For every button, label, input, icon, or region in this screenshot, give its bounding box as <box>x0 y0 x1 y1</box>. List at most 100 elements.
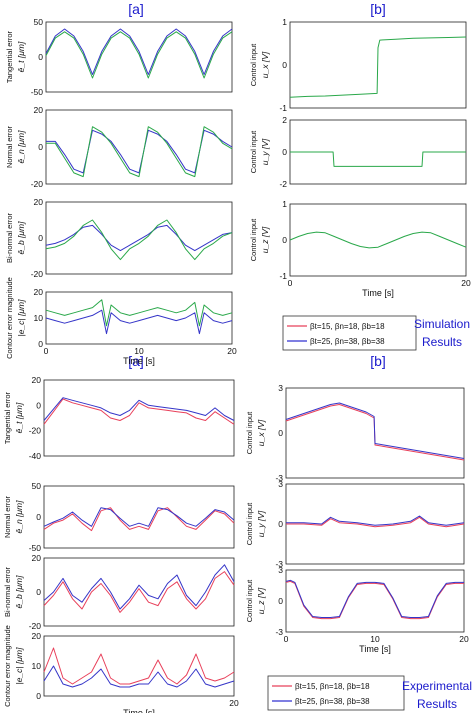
exp-header-a: [a] <box>128 353 144 369</box>
sim_ux-ytick-label: 0 <box>282 60 287 70</box>
sim_contour-ytick-label: 10 <box>34 313 44 323</box>
sim_tangential-series-1-line <box>45 31 233 79</box>
sim_tangential-axes-frame <box>45 21 233 93</box>
sim_normal-series-1-line <box>46 126 233 178</box>
exp_normal-series-0-line <box>43 507 235 532</box>
sim_uy-ytick-label: -2 <box>279 179 287 189</box>
exp_contour-ylabel-symbol: |e_c| [μm] <box>14 647 24 685</box>
sim_normal-ytick-label: -20 <box>31 179 44 189</box>
sim_ux-ytick-label: -1 <box>279 103 287 113</box>
sim_uy-ytick-label: 0 <box>282 147 287 157</box>
exp_normal-ytick-label: -50 <box>29 543 42 553</box>
sim_uz-ytick-label: -1 <box>279 271 287 281</box>
exp_binormal-ytick-label: 0 <box>36 587 41 597</box>
exp-legend-entry-1: βt=15, βn=18, βb=18 <box>295 682 370 691</box>
exp_uy-ylabel-title: Control input <box>245 502 254 545</box>
exp_tangential-series-0-line <box>43 398 235 425</box>
sim_ux-ytick-label: 1 <box>282 17 287 27</box>
sim-caption-line2: Results <box>422 335 462 349</box>
exp_uz-xlabel: Time [s] <box>359 644 391 654</box>
exp-caption-line1: Experimental <box>402 679 472 693</box>
sim_uz-xtick-label: 20 <box>461 278 471 288</box>
sim_uy-ytick-label: 2 <box>282 115 287 125</box>
exp_contour-xtick-label: 20 <box>229 698 239 708</box>
sim_binormal-ylabel-symbol: ê_b [μm] <box>16 221 26 255</box>
sim_contour-ylabel-symbol: |e_c| [μm] <box>16 299 26 337</box>
sim_uy-ylabel-symbol: u_y [V] <box>260 138 270 165</box>
sim_uz-axes-frame <box>289 203 467 277</box>
panel-sim_normal: 20 0 -20 Normal error ê_n [μm] <box>5 105 233 189</box>
exp_uy-ylabel-symbol: u_y [V] <box>256 510 266 537</box>
panel-exp_binormal: 20 0 -20 Bi-normal error ê_b [μm] <box>3 553 235 631</box>
sim_contour-ytick-label: 20 <box>34 287 44 297</box>
sim_uz-ylabel-title: Control input <box>249 218 258 261</box>
sim_contour-ylabel-title: Contour error magnitude <box>5 277 14 359</box>
panel-sim_uy: 2 0 -2 Control input u_y [V] <box>249 115 467 189</box>
exp_ux-ytick-label: 3 <box>278 383 283 393</box>
panel-sim_contour: 20 10 00 10 20 Time [s] Contour error magnitud… <box>5 277 237 366</box>
exp_contour-series-1-line <box>43 665 235 688</box>
sim_binormal-ytick-label: 0 <box>38 233 43 243</box>
sim_binormal-ytick-label: -20 <box>31 269 44 279</box>
exp_uz-ytick-label: -3 <box>275 627 283 637</box>
sim-caption-line1: Simulation <box>414 317 470 331</box>
sim-legend-box <box>282 315 417 351</box>
exp_contour-series-0-line <box>43 647 235 685</box>
exp-caption-line2: Results <box>417 697 457 711</box>
panel-exp_uy: 3 0 -3 Control input u_y [V] <box>245 479 465 569</box>
exp_normal-ylabel-title: Normal error <box>3 495 12 538</box>
sim_binormal-ytick-label: 20 <box>34 197 44 207</box>
panel-exp_contour: 20 10 0 20 Time [s] Contour error magnitude |e… <box>3 625 239 713</box>
exp_binormal-ylabel-symbol: ê_b [μm] <box>14 575 24 609</box>
sim_normal-ylabel-title: Normal error <box>5 125 14 168</box>
exp-header-b: [b] <box>370 353 386 369</box>
exp_binormal-ylabel-title: Bi-normal error <box>3 566 12 617</box>
exp_ux-ytick-label: 0 <box>278 428 283 438</box>
sim_binormal-series-1-line <box>45 219 233 261</box>
sim_binormal-axes-frame <box>45 201 233 275</box>
exp_uz-xtick-label: 20 <box>459 634 469 644</box>
exp_normal-ytick-label: 0 <box>36 512 41 522</box>
sim_tangential-ylabel-symbol: ê_t [μm] <box>16 41 26 72</box>
sim_uz-xlabel: Time [s] <box>362 288 394 298</box>
sim_tangential-ylabel-title: Tangential error <box>5 30 14 83</box>
exp_uy-ytick-label: -3 <box>275 559 283 569</box>
exp_ux-ylabel-title: Control input <box>245 411 254 454</box>
sim_contour-series-0-line <box>45 309 233 335</box>
sim_normal-ytick-label: 20 <box>34 105 44 115</box>
sim_contour-axes-frame <box>45 291 233 345</box>
sim-header-a: [a] <box>128 1 144 17</box>
sim_contour-series-1-line <box>45 299 233 327</box>
exp_normal-ylabel-symbol: ê_n [μm] <box>14 500 24 534</box>
exp_uz-xtick-label: 0 <box>284 634 289 644</box>
panel-sim_tangential: 50 0 -50 Tangential error ê_t [μm] <box>5 17 233 97</box>
exp_uy-ytick-label: 0 <box>278 519 283 529</box>
sim_ux-series-0-line <box>289 36 467 98</box>
sim_normal-ylabel-symbol: ê_n [μm] <box>16 130 26 164</box>
sim_uz-ytick-label: 1 <box>282 199 287 209</box>
sim-legend-entry-2: βt=25, βn=38, βb=38 <box>310 337 385 346</box>
exp_ux-ylabel-symbol: u_x [V] <box>256 419 266 446</box>
sim_uz-ylabel-symbol: u_z [V] <box>260 226 270 253</box>
panel-sim_binormal: 20 0 -20 Bi-normal error ê_b [μm] <box>5 197 233 279</box>
exp_normal-ytick-label: 50 <box>32 481 42 491</box>
sim_contour-xtick-label: 10 <box>134 346 144 356</box>
exp_contour-ylabel-title: Contour error magnitude <box>3 625 12 707</box>
exp_tangential-ytick-label: 0 <box>36 400 41 410</box>
sim_uz-ytick-label: 0 <box>282 235 287 245</box>
sim_normal-ytick-label: 0 <box>38 142 43 152</box>
sim_contour-xlabel: Time [s] <box>123 356 155 366</box>
sim_tangential-ytick-label: 50 <box>34 17 44 27</box>
exp_uy-ytick-label: 3 <box>278 479 283 489</box>
exp_ux-series-1-line <box>285 402 465 459</box>
sim_uz-xtick-label: 0 <box>288 278 293 288</box>
exp_binormal-ytick-label: 20 <box>32 553 42 563</box>
exp-legend: βt=15, βn=18, βb=18 βt=25, βn=38, βb=38 … <box>267 675 472 711</box>
exp_tangential-ylabel-title: Tangential error <box>3 391 12 444</box>
sim_uy-series-0-line <box>290 151 466 167</box>
exp_uz-xtick-label: 10 <box>370 634 380 644</box>
exp_ux-ytick-label: -3 <box>275 473 283 483</box>
sim-legend: βt=15, βn=18, βb=18 βt=25, βn=38, βb=38 … <box>282 315 470 351</box>
exp_uy-series-1-line <box>286 515 465 526</box>
